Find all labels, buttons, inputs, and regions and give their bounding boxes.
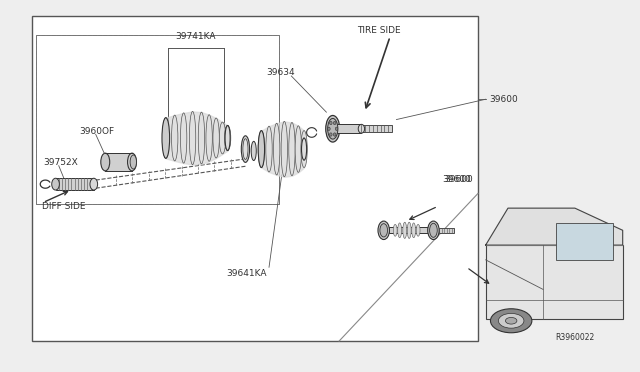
Ellipse shape [328, 118, 338, 139]
Ellipse shape [506, 317, 517, 324]
Ellipse shape [281, 121, 287, 177]
Ellipse shape [428, 221, 439, 240]
Ellipse shape [429, 223, 437, 237]
Text: 39600: 39600 [442, 175, 471, 184]
Ellipse shape [225, 125, 231, 151]
Ellipse shape [301, 131, 307, 167]
Bar [486, 245, 623, 319]
Ellipse shape [206, 115, 212, 161]
Ellipse shape [220, 122, 226, 154]
Ellipse shape [358, 124, 365, 133]
Ellipse shape [490, 309, 532, 333]
Text: 39741KA: 39741KA [175, 32, 216, 41]
Bar [556, 223, 613, 260]
Bar [333, 124, 362, 133]
Ellipse shape [397, 223, 401, 238]
Ellipse shape [213, 118, 220, 158]
Ellipse shape [172, 115, 178, 161]
Ellipse shape [416, 224, 420, 236]
Ellipse shape [328, 127, 330, 131]
Ellipse shape [225, 125, 230, 151]
Ellipse shape [335, 127, 338, 131]
Ellipse shape [499, 313, 524, 328]
Bar [362, 125, 392, 132]
Text: R3960022: R3960022 [556, 333, 595, 342]
Ellipse shape [163, 118, 169, 158]
Ellipse shape [258, 131, 264, 167]
Ellipse shape [127, 153, 136, 171]
Ellipse shape [333, 121, 336, 125]
Ellipse shape [407, 222, 411, 238]
Ellipse shape [243, 139, 248, 160]
Ellipse shape [251, 141, 256, 161]
Text: 39600: 39600 [444, 175, 473, 184]
Ellipse shape [90, 178, 98, 190]
Text: DIFF SIDE: DIFF SIDE [42, 202, 85, 211]
Ellipse shape [301, 138, 307, 160]
Ellipse shape [333, 133, 336, 136]
Ellipse shape [162, 118, 170, 158]
Ellipse shape [289, 122, 295, 176]
Bar [32, 16, 478, 341]
Text: 39600: 39600 [489, 95, 518, 104]
Bar [389, 227, 432, 233]
Ellipse shape [180, 113, 187, 163]
Ellipse shape [100, 153, 109, 171]
Bar [438, 228, 454, 233]
Ellipse shape [330, 133, 332, 136]
Polygon shape [486, 208, 623, 245]
Bar [36, 35, 278, 205]
Ellipse shape [273, 123, 280, 175]
Ellipse shape [380, 224, 388, 237]
Ellipse shape [52, 178, 60, 190]
Ellipse shape [258, 131, 264, 167]
Bar [56, 178, 94, 190]
Ellipse shape [266, 126, 272, 172]
Ellipse shape [189, 112, 196, 164]
Text: 39752X: 39752X [43, 157, 77, 167]
Ellipse shape [241, 136, 250, 162]
Ellipse shape [378, 221, 390, 240]
Ellipse shape [330, 121, 332, 125]
Text: 39641KA: 39641KA [227, 269, 267, 278]
Ellipse shape [403, 222, 406, 238]
Ellipse shape [412, 223, 415, 238]
Ellipse shape [326, 115, 340, 142]
Text: 3960OF: 3960OF [79, 127, 115, 136]
Ellipse shape [295, 126, 301, 172]
Text: TIRE SIDE: TIRE SIDE [357, 26, 401, 35]
Text: 39634: 39634 [266, 68, 295, 77]
Ellipse shape [198, 112, 205, 164]
Bar [105, 153, 132, 171]
Ellipse shape [394, 224, 397, 236]
Ellipse shape [130, 155, 136, 169]
